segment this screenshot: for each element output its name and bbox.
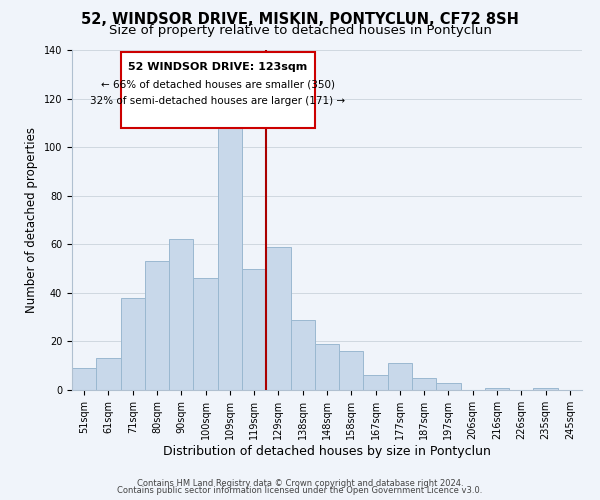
Text: Size of property relative to detached houses in Pontyclun: Size of property relative to detached ho…: [109, 24, 491, 37]
Bar: [290, 320, 315, 390]
Y-axis label: Number of detached properties: Number of detached properties: [25, 127, 38, 313]
Bar: [242, 268, 266, 390]
Bar: [412, 378, 436, 390]
Bar: [96, 358, 121, 390]
Text: 52 WINDSOR DRIVE: 123sqm: 52 WINDSOR DRIVE: 123sqm: [128, 62, 307, 72]
X-axis label: Distribution of detached houses by size in Pontyclun: Distribution of detached houses by size …: [163, 444, 491, 458]
Text: 52, WINDSOR DRIVE, MISKIN, PONTYCLUN, CF72 8SH: 52, WINDSOR DRIVE, MISKIN, PONTYCLUN, CF…: [81, 12, 519, 28]
FancyBboxPatch shape: [121, 52, 315, 128]
Bar: [218, 116, 242, 390]
Bar: [315, 344, 339, 390]
Bar: [145, 262, 169, 390]
Bar: [72, 368, 96, 390]
Text: 32% of semi-detached houses are larger (171) →: 32% of semi-detached houses are larger (…: [90, 96, 345, 106]
Bar: [169, 240, 193, 390]
Bar: [436, 382, 461, 390]
Bar: [121, 298, 145, 390]
Text: Contains HM Land Registry data © Crown copyright and database right 2024.: Contains HM Land Registry data © Crown c…: [137, 478, 463, 488]
Text: ← 66% of detached houses are smaller (350): ← 66% of detached houses are smaller (35…: [101, 79, 335, 89]
Bar: [266, 246, 290, 390]
Bar: [339, 351, 364, 390]
Text: Contains public sector information licensed under the Open Government Licence v3: Contains public sector information licen…: [118, 486, 482, 495]
Bar: [193, 278, 218, 390]
Bar: [533, 388, 558, 390]
Bar: [364, 376, 388, 390]
Bar: [388, 364, 412, 390]
Bar: [485, 388, 509, 390]
